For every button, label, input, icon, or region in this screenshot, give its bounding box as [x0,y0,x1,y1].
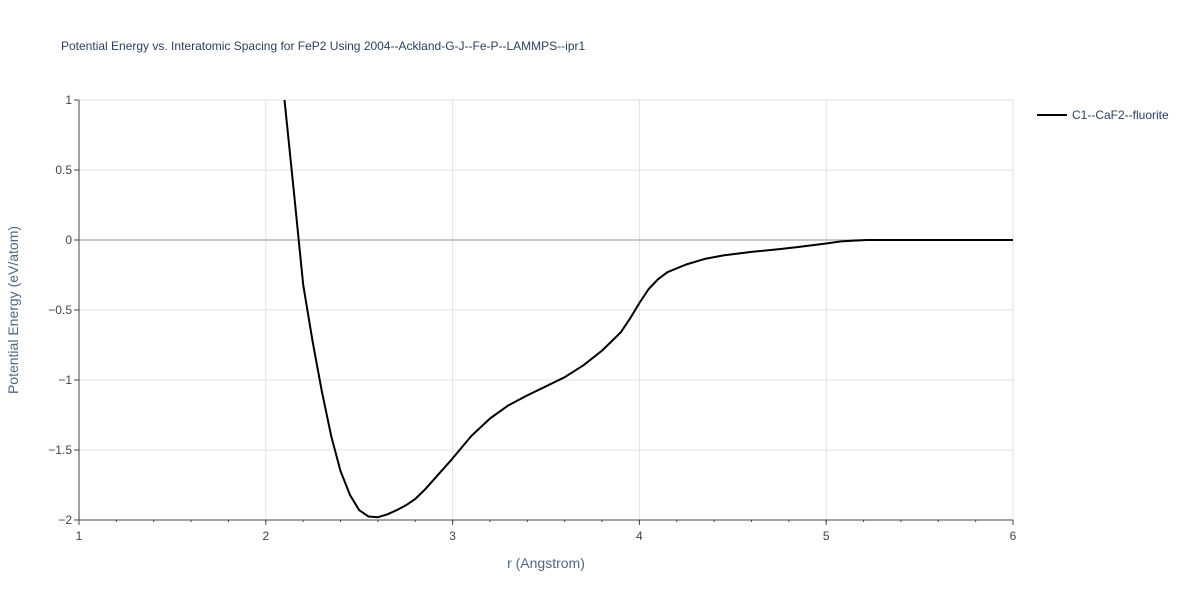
series-line [283,99,1013,519]
x-axis-title: r (Angstrom) [507,555,585,571]
y-tick-label: −1 [58,373,72,387]
y-axis-title: Potential Energy (eV/atom) [5,226,21,394]
x-tick-label: 5 [823,529,830,543]
y-tick-label: −1.5 [48,443,72,457]
ticks-layer: 1 2 3 4 5 6 −2 −1.5 −1 −0.5 0 0.5 1 [48,93,1016,543]
y-tick-label: −0.5 [48,303,72,317]
y-tick-label: 0.5 [55,163,72,177]
y-tick-label: 1 [65,93,72,107]
series-layer [283,99,1013,519]
x-tick-label: 1 [76,529,83,543]
x-tick-label: 4 [636,529,643,543]
legend-label: C1--CaF2--fluorite [1072,108,1169,122]
grid-layer [79,99,1014,520]
x-tick-label: 3 [449,529,456,543]
x-tick-label: 2 [262,529,269,543]
x-tick-label: 6 [1010,529,1017,543]
legend[interactable]: C1--CaF2--fluorite [1037,108,1169,122]
chart-title: Potential Energy vs. Interatomic Spacing… [61,39,586,53]
y-tick-label: −2 [58,513,72,527]
y-tick-label: 0 [65,233,72,247]
